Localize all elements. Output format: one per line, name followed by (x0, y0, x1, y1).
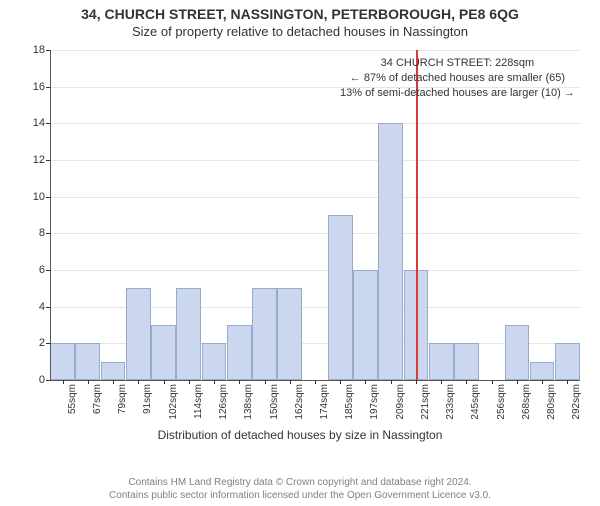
ytick-mark (46, 197, 50, 198)
xtick-mark (265, 380, 266, 384)
histogram-bar (202, 343, 227, 380)
ytick-label: 0 (5, 374, 45, 386)
ytick-label: 16 (5, 81, 45, 93)
xtick-label: 150sqm (269, 384, 280, 430)
xtick-label: 280sqm (546, 384, 557, 430)
xtick-mark (138, 380, 139, 384)
y-axis-line (50, 50, 51, 380)
xtick-mark (517, 380, 518, 384)
ytick-mark (46, 233, 50, 234)
xtick-label: 174sqm (319, 384, 330, 430)
histogram-bar (75, 343, 100, 380)
footer-line2: Contains public sector information licen… (0, 489, 600, 502)
histogram-bar (126, 288, 151, 380)
xtick-mark (239, 380, 240, 384)
gridline (50, 270, 580, 271)
xtick-label: 268sqm (521, 384, 532, 430)
xtick-mark (492, 380, 493, 384)
ytick-mark (46, 380, 50, 381)
xtick-label: 209sqm (395, 384, 406, 430)
annotation-line2: ← 87% of detached houses are smaller (65… (340, 71, 575, 86)
annotation-line1: 34 CHURCH STREET: 228sqm (340, 56, 575, 71)
ytick-label: 10 (5, 191, 45, 203)
xtick-mark (340, 380, 341, 384)
histogram-bar (50, 343, 75, 380)
gridline (50, 233, 580, 234)
xtick-label: 245sqm (470, 384, 481, 430)
ytick-mark (46, 160, 50, 161)
ytick-mark (46, 343, 50, 344)
histogram-bar (353, 270, 378, 380)
gridline (50, 160, 580, 161)
histogram-bar (429, 343, 454, 380)
xtick-label: 91sqm (142, 384, 153, 430)
footer: Contains HM Land Registry data © Crown c… (0, 476, 600, 502)
xtick-label: 221sqm (420, 384, 431, 430)
xtick-label: 233sqm (445, 384, 456, 430)
ytick-label: 4 (5, 301, 45, 313)
xtick-mark (365, 380, 366, 384)
xtick-label: 185sqm (344, 384, 355, 430)
footer-line1: Contains HM Land Registry data © Crown c… (0, 476, 600, 489)
xtick-mark (88, 380, 89, 384)
histogram-bar (555, 343, 580, 380)
xtick-mark (214, 380, 215, 384)
xtick-mark (315, 380, 316, 384)
xtick-label: 197sqm (369, 384, 380, 430)
ytick-mark (46, 123, 50, 124)
histogram-bar (530, 362, 555, 380)
xtick-label: 138sqm (243, 384, 254, 430)
histogram-bar (101, 362, 126, 380)
xtick-mark (391, 380, 392, 384)
ytick-mark (46, 87, 50, 88)
histogram-bar (252, 288, 277, 380)
ytick-label: 2 (5, 337, 45, 349)
xtick-label: 67sqm (92, 384, 103, 430)
xtick-mark (567, 380, 568, 384)
chart-title-sub: Size of property relative to detached ho… (0, 24, 600, 39)
gridline (50, 123, 580, 124)
chart-container: Number of detached properties 34 CHURCH … (0, 48, 600, 458)
histogram-bar (176, 288, 201, 380)
xtick-label: 162sqm (294, 384, 305, 430)
xtick-mark (189, 380, 190, 384)
histogram-bar (328, 215, 353, 380)
xtick-mark (63, 380, 64, 384)
x-axis-label: Distribution of detached houses by size … (0, 428, 600, 442)
histogram-bar (277, 288, 302, 380)
xtick-label: 256sqm (496, 384, 507, 430)
xtick-label: 102sqm (168, 384, 179, 430)
xtick-mark (466, 380, 467, 384)
ytick-mark (46, 50, 50, 51)
xtick-label: 114sqm (193, 384, 204, 430)
xtick-label: 79sqm (117, 384, 128, 430)
xtick-mark (164, 380, 165, 384)
xtick-mark (290, 380, 291, 384)
xtick-mark (441, 380, 442, 384)
ytick-label: 6 (5, 264, 45, 276)
ytick-mark (46, 270, 50, 271)
ytick-label: 14 (5, 117, 45, 129)
xtick-mark (113, 380, 114, 384)
xtick-label: 126sqm (218, 384, 229, 430)
xtick-mark (416, 380, 417, 384)
xtick-label: 55sqm (67, 384, 78, 430)
annotation-box: 34 CHURCH STREET: 228sqm ← 87% of detach… (340, 56, 575, 101)
plot-area: 34 CHURCH STREET: 228sqm ← 87% of detach… (50, 50, 580, 380)
ytick-label: 8 (5, 227, 45, 239)
histogram-bar (227, 325, 252, 380)
ytick-mark (46, 307, 50, 308)
xtick-mark (542, 380, 543, 384)
chart-title-main: 34, CHURCH STREET, NASSINGTON, PETERBORO… (0, 6, 600, 22)
ytick-label: 12 (5, 154, 45, 166)
histogram-bar (151, 325, 176, 380)
gridline (50, 197, 580, 198)
histogram-bar (378, 123, 403, 380)
gridline (50, 50, 580, 51)
ytick-label: 18 (5, 44, 45, 56)
histogram-bar (454, 343, 479, 380)
histogram-bar (505, 325, 530, 380)
annotation-line3: 13% of semi-detached houses are larger (… (340, 86, 575, 101)
xtick-label: 292sqm (571, 384, 582, 430)
